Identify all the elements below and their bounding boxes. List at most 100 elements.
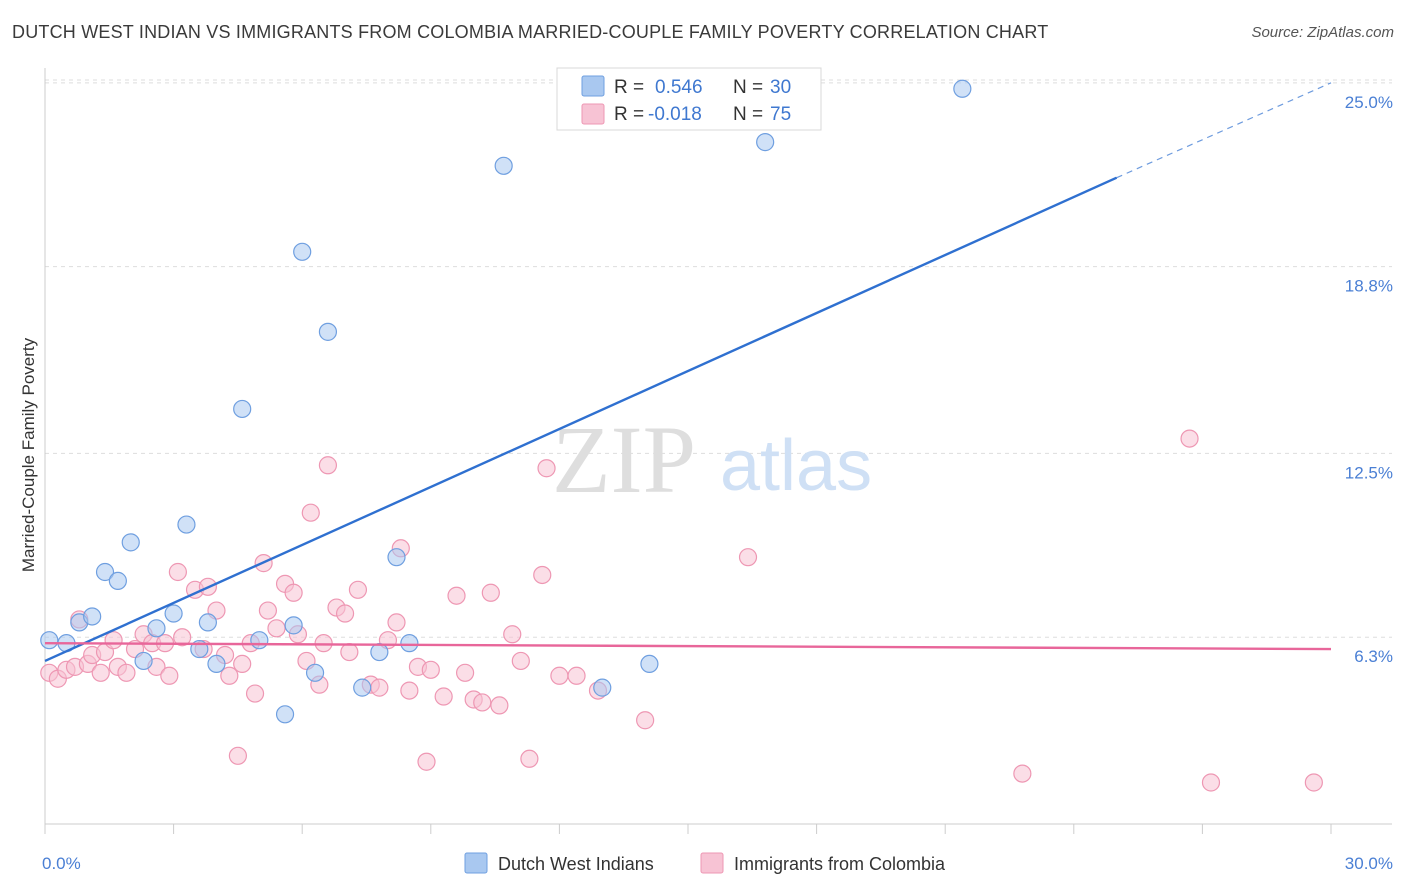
dutch-point-4: [95, 562, 115, 582]
legend-n-value-colombia: 75: [770, 104, 791, 125]
colombia-point-67: [567, 666, 586, 685]
gridlines: [45, 79, 1392, 638]
colombia-point-34: [284, 583, 303, 602]
colombia-point-44: [348, 580, 368, 599]
dutch-point-22: [370, 642, 389, 662]
legend-n-value-dutch: 30: [770, 77, 791, 98]
legend-n-label-dutch: N =: [733, 77, 763, 98]
colombia-point-7: [91, 663, 110, 682]
colombia-trend-line: [44, 641, 1332, 651]
colombia-point-40: [318, 456, 338, 475]
x-tick-label-min: 0.0%: [42, 854, 81, 873]
dutch-point-27: [640, 654, 659, 674]
chart-source: Source: ZipAtlas.com: [1251, 24, 1394, 41]
colombia-point-65: [537, 459, 556, 478]
colombia-point-9: [104, 631, 123, 650]
colombia-point-54: [434, 687, 453, 706]
colombia-point-43: [340, 642, 359, 662]
colombia-point-72: [1180, 429, 1199, 448]
y-axis-title: Married-Couple Family Poverty: [19, 337, 38, 572]
colombia-point-37: [301, 503, 320, 522]
y-tick-label-2: 18.8%: [1345, 277, 1393, 296]
dutch-point-16: [275, 705, 295, 724]
dutch-point-10: [177, 515, 196, 534]
colombia-point-61: [503, 625, 522, 644]
colombia-point-26: [228, 746, 247, 765]
colombia-point-46: [370, 678, 389, 697]
series-legend-label-dutch: Dutch West Indians: [498, 854, 654, 874]
colombia-point-29: [245, 684, 265, 703]
dutch-point-12: [198, 613, 217, 632]
colombia-point-56: [455, 663, 475, 682]
colombia-point-73: [1201, 773, 1221, 792]
watermark-atlas: atlas: [720, 426, 872, 506]
y-tick-label-0: 6.3%: [1354, 647, 1393, 666]
legend-swatch-dutch: [581, 75, 605, 97]
colombia-point-55: [447, 586, 466, 605]
dutch-point-24: [400, 634, 419, 653]
series-dutch-points: [40, 79, 972, 724]
colombia-point-42: [335, 604, 355, 623]
legend-n-label-colombia: N =: [733, 104, 763, 125]
series-legend-label-colombia: Immigrants from Colombia: [734, 854, 946, 874]
colombia-point-69: [636, 711, 655, 730]
series-legend: Dutch West Indians Immigrants from Colom…: [464, 852, 946, 874]
legend-r-label-colombia: R =: [614, 104, 644, 125]
colombia-point-50: [400, 681, 419, 700]
series-legend-swatch-dutch: [464, 852, 488, 874]
dutch-point-7: [134, 651, 153, 671]
colombia-point-27: [233, 654, 252, 674]
colombia-point-74: [1304, 773, 1323, 792]
stats-legend: R = 0.546 N = 30 R = -0.018 N = 75: [556, 67, 822, 131]
dutch-point-17: [284, 616, 303, 635]
colombia-point-62: [511, 651, 530, 671]
colombia-point-59: [481, 583, 500, 602]
dutch-point-26: [593, 678, 612, 697]
dutch-point-23: [387, 548, 406, 567]
colombia-point-58: [473, 693, 492, 712]
colombia-point-18: [168, 562, 187, 582]
colombia-point-32: [267, 619, 286, 638]
dutch-point-20: [318, 322, 338, 341]
dutch-point-18: [293, 242, 312, 261]
series-legend-swatch-colombia: [700, 852, 724, 874]
colombia-point-11: [117, 663, 136, 682]
dutch-point-8: [147, 619, 166, 638]
dutch-point-25: [494, 156, 513, 175]
colombia-point-31: [258, 601, 278, 620]
colombia-point-39: [314, 634, 333, 653]
dutch-point-5: [108, 571, 127, 590]
legend-r-value-dutch: 0.546: [655, 77, 703, 98]
colombia-point-63: [520, 749, 539, 768]
dutch-point-6: [121, 533, 140, 552]
dutch-point-21: [353, 678, 372, 697]
legend-swatch-colombia: [581, 103, 605, 125]
x-ticks: [44, 824, 1332, 834]
dutch-trend-extension: [1116, 82, 1332, 179]
y-tick-label-3: 25.0%: [1345, 93, 1393, 112]
dutch-trend-line: [44, 176, 1118, 663]
dutch-point-3: [83, 607, 102, 626]
dutch-point-9: [164, 604, 183, 623]
x-tick-label-max: 30.0%: [1345, 854, 1393, 873]
dutch-point-15: [250, 631, 269, 650]
colombia-point-52: [417, 752, 436, 771]
colombia-point-64: [533, 565, 552, 585]
y-tick-label-1: 12.5%: [1345, 463, 1393, 482]
legend-r-label-dutch: R =: [614, 77, 644, 98]
legend-r-value-colombia: -0.018: [648, 104, 702, 125]
colombia-point-66: [550, 666, 569, 685]
dutch-point-0: [40, 631, 59, 650]
dutch-point-13: [207, 654, 226, 674]
colombia-point-70: [738, 548, 758, 567]
watermark-zip: ZIP: [552, 406, 696, 513]
colombia-point-17: [160, 666, 179, 685]
chart-title: DUTCH WEST INDIAN VS IMMIGRANTS FROM COL…: [12, 22, 1049, 42]
colombia-point-71: [1013, 764, 1032, 783]
dutch-point-19: [305, 663, 325, 682]
dutch-point-14: [233, 399, 252, 419]
trend-lines: [44, 82, 1332, 663]
dutch-point-29: [953, 79, 972, 98]
colombia-point-60: [490, 696, 509, 715]
